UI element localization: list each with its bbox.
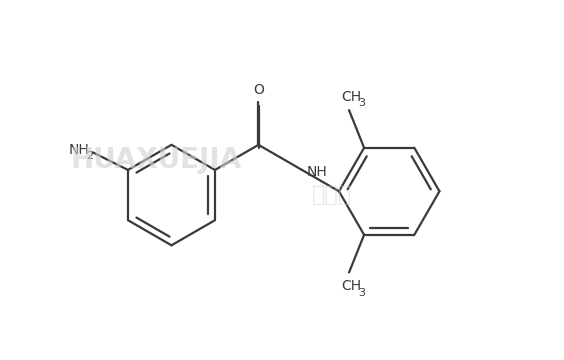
Text: 3: 3: [358, 288, 365, 298]
Text: 3: 3: [358, 98, 365, 108]
Text: O: O: [253, 82, 264, 96]
Text: 2: 2: [86, 152, 94, 161]
Text: CH: CH: [341, 90, 362, 104]
Text: HUAXUEJIA: HUAXUEJIA: [71, 146, 242, 174]
Text: CH: CH: [341, 279, 362, 293]
Text: NH: NH: [68, 143, 89, 157]
Text: NH: NH: [307, 166, 328, 180]
Text: 化学加: 化学加: [312, 185, 352, 205]
